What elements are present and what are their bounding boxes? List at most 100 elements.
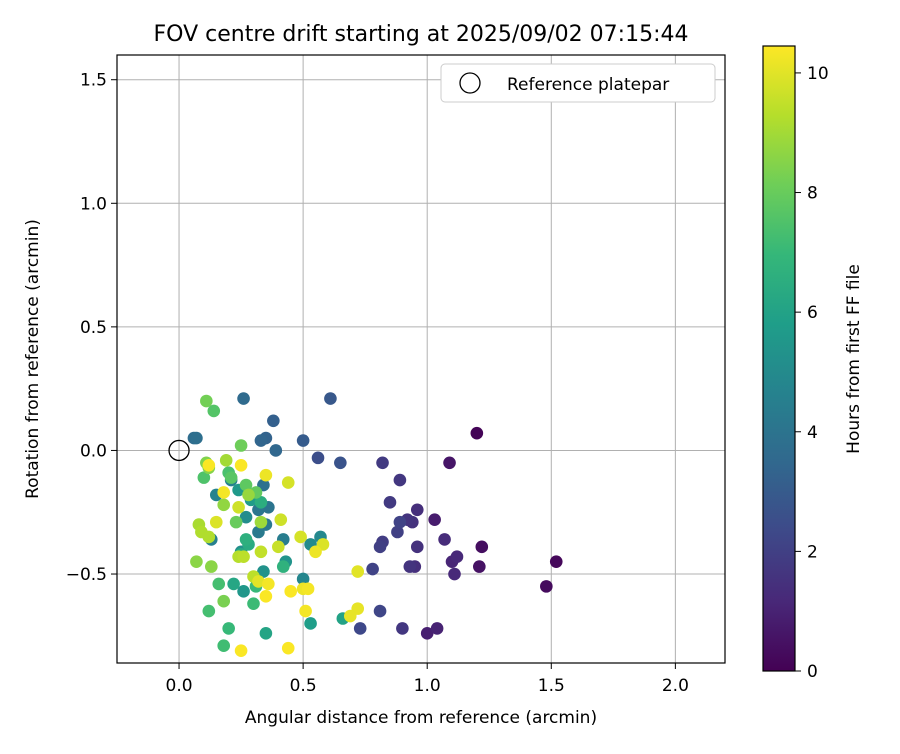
scatter-point [229, 515, 243, 529]
scatter-point [304, 617, 317, 630]
scatter-point [227, 577, 240, 591]
scatter-point [259, 589, 273, 603]
scatter-point [247, 597, 260, 610]
scatter-point [222, 622, 235, 635]
scatter-point [324, 392, 337, 405]
scatter-point [276, 560, 290, 573]
scatter-point [219, 454, 233, 467]
colorbar-ticks: 0 2 4 6 8 10 [795, 64, 829, 682]
scatter-point [269, 444, 283, 457]
colorbar-tick-label: 10 [807, 64, 829, 84]
scatter-point [257, 565, 270, 578]
reference-platepar-marker [168, 439, 190, 462]
scatter-point [430, 622, 444, 635]
chart-title: FOV centre drift starting at 2025/09/02 … [154, 22, 689, 47]
scatter-point [217, 498, 231, 512]
y-tick-label: −0.5 [66, 565, 107, 585]
x-tick-label: 0.0 [166, 676, 193, 696]
scatter-point [207, 404, 221, 418]
x-tick-label: 2.0 [662, 676, 689, 696]
colorbar-label: Hours from first FF file [844, 264, 864, 454]
y-axis-ticks: −0.5 0.0 0.5 1.0 1.5 [66, 71, 117, 585]
scatter-point [232, 500, 245, 514]
legend: Reference platepar [440, 63, 716, 103]
scatter-point [217, 486, 231, 499]
reference-layer [168, 439, 190, 462]
scatter-point [217, 594, 231, 608]
scatter-point [376, 456, 389, 470]
y-axis-label: Rotation from reference (arcmin) [23, 219, 43, 499]
scatter-point [259, 627, 273, 640]
scatter-point [252, 575, 265, 588]
scatter-point [470, 426, 484, 440]
scatter-point [391, 525, 404, 539]
scatter-point [443, 456, 456, 470]
scatter-point [366, 562, 379, 576]
legend-reference-label: Reference platepar [507, 75, 669, 95]
scatter-point [393, 473, 407, 487]
scatter-point [540, 580, 553, 593]
legend-box [440, 63, 716, 103]
x-axis-label: Angular distance from reference (arcmin) [245, 708, 597, 728]
scatter-point [296, 434, 310, 447]
x-tick-label: 1.5 [538, 676, 565, 696]
scatter-point [311, 451, 325, 465]
scatter-point [396, 622, 409, 635]
y-tick-label: 0.5 [80, 318, 107, 338]
scatter-point [209, 515, 223, 529]
colorbar-tick-label: 2 [807, 542, 818, 562]
points-layer [187, 392, 563, 657]
scatter-point [281, 476, 295, 489]
scatter-point [217, 639, 231, 652]
scatter-point [309, 545, 322, 559]
plot-frame [116, 54, 726, 664]
legend-reference-marker [459, 72, 481, 94]
scatter-point [212, 577, 226, 591]
scatter-point [262, 577, 275, 591]
scatter-point [428, 513, 441, 526]
scatter-point [410, 503, 424, 517]
scatter-point [242, 488, 255, 502]
y-tick-label: 1.0 [80, 194, 107, 214]
x-tick-label: 1.0 [414, 676, 441, 696]
scatter-point [393, 515, 407, 529]
scatter-point [254, 496, 268, 509]
scatter-point [239, 533, 253, 546]
scatter-point [190, 555, 203, 568]
scatter-point [373, 540, 387, 554]
scatter-point [234, 644, 248, 657]
x-tick-label: 0.5 [290, 676, 317, 696]
scatter-point [373, 604, 387, 618]
scatter-point [272, 540, 285, 554]
scatter-point [351, 565, 365, 578]
scatter-point [410, 540, 424, 554]
colorbar: 0 2 4 6 8 10 Hours from first FF file [762, 45, 864, 682]
colorbar-tick-label: 8 [807, 184, 818, 204]
scatter-point [294, 530, 307, 544]
scatter-point [202, 458, 216, 472]
scatter-point [202, 530, 216, 544]
scatter-point [296, 572, 310, 586]
scatter-point [239, 478, 253, 492]
y-tick-label: 1.5 [80, 71, 107, 91]
scatter-point [200, 394, 213, 408]
scatter-point [254, 515, 268, 529]
scatter-point [473, 560, 486, 573]
scatter-point [450, 550, 464, 564]
scatter-point [237, 550, 250, 564]
colorbar-tick-label: 6 [807, 303, 818, 323]
scatter-point [224, 471, 238, 484]
scatter-point [343, 609, 357, 623]
scatter-point [301, 582, 315, 596]
x-axis-ticks: 0.0 0.5 1.0 1.5 2.0 [166, 663, 689, 696]
colorbar-bar [762, 45, 796, 672]
scatter-point [420, 627, 434, 640]
scatter-point [549, 555, 563, 568]
scatter-point [274, 513, 288, 526]
scatter-point [234, 458, 248, 472]
scatter-point [259, 468, 273, 482]
colorbar-tick-label: 4 [807, 423, 818, 443]
scatter-point [334, 456, 347, 470]
scatter-point [284, 585, 298, 598]
